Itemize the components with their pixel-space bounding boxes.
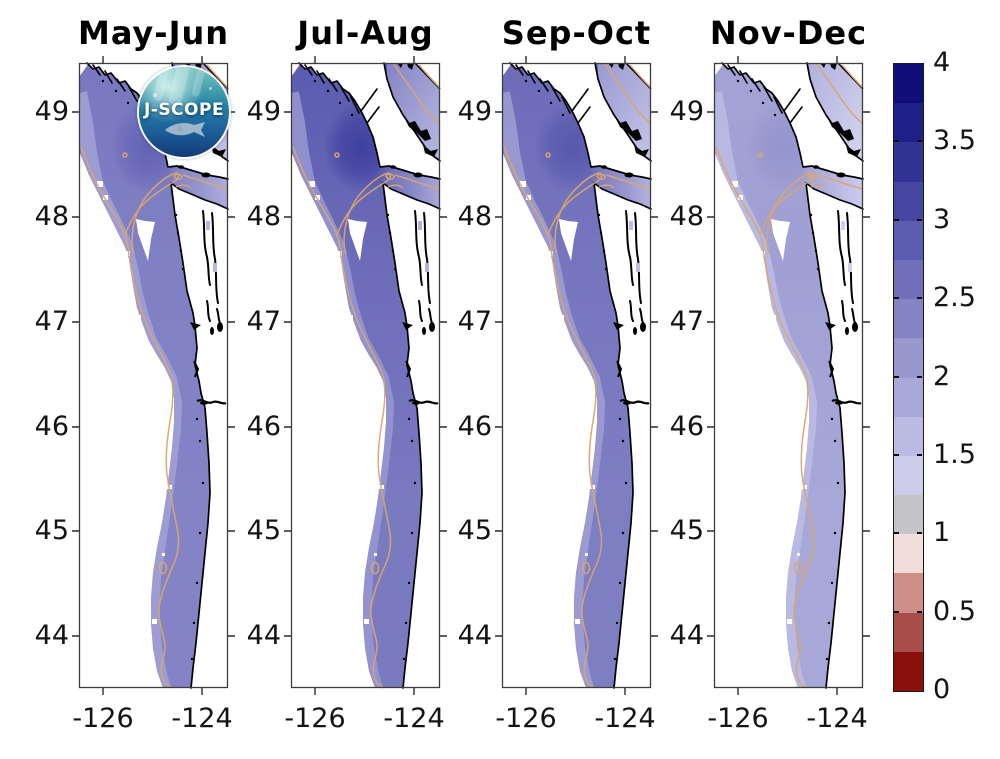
jscope-logo: J-SCOPE [137, 65, 231, 159]
colorbar-tick [894, 532, 899, 535]
lat-tick-label: 44 [669, 620, 704, 651]
colorbar-tick-label: 4 [933, 47, 951, 78]
lat-tick-label: 47 [34, 306, 69, 337]
lat-tick-label: 48 [669, 201, 704, 232]
lat-tick-label: 44 [34, 620, 69, 651]
lat-tick-label: 45 [246, 515, 281, 546]
map-canvas [707, 56, 870, 695]
colorbar-tick [917, 297, 922, 300]
lon-tick-label: -126 [72, 703, 134, 734]
fish-icon [165, 122, 205, 137]
colorbar-tick-label: 1.5 [933, 438, 976, 470]
panel-title: Nov-Dec [709, 14, 868, 52]
lon-tick-label: -124 [594, 703, 656, 734]
colorbar-tick [917, 610, 922, 613]
lat-tick-label: 45 [669, 515, 704, 546]
colorbar-tick [917, 140, 922, 143]
colorbar-segment [894, 612, 923, 652]
lat-tick-label: 46 [246, 411, 281, 442]
lat-tick-label: 49 [246, 96, 281, 127]
colorbar-segment [894, 651, 923, 691]
colorbar-tick-label: 2 [933, 360, 951, 392]
colorbar-tick [894, 610, 899, 613]
jscope-logo-text: J-SCOPE [143, 100, 225, 120]
lon-tick-label: -126 [495, 703, 557, 734]
lon-tick-label: -124 [171, 703, 233, 734]
map-canvas [495, 56, 658, 695]
lon-tick-label: -124 [383, 703, 445, 734]
panel-title: Jul-Aug [297, 14, 434, 52]
lat-tick-label: 46 [457, 411, 492, 442]
lat-tick-label: 49 [457, 96, 492, 127]
colorbar-segment [894, 259, 923, 300]
lat-tick-label: 46 [34, 411, 69, 442]
logo-ocean-background [139, 67, 229, 157]
colorbar-tick-label: 3.5 [933, 125, 976, 157]
lat-tick-label: 49 [34, 96, 69, 127]
colorbar-segment [894, 534, 923, 574]
lon-tick-label: -126 [707, 703, 769, 734]
colorbar-tick-label: 0 [933, 674, 951, 705]
colorbar-segment [894, 416, 923, 456]
colorbar-segment [894, 220, 923, 260]
bubble-icon [209, 87, 212, 90]
colorbar-tick [917, 218, 922, 221]
colorbar-segment [894, 64, 923, 104]
colorbar-tick [917, 453, 922, 456]
colorbar-tick-label: 3 [933, 203, 951, 235]
lat-tick-label: 47 [246, 306, 281, 337]
lat-tick-label: 48 [34, 201, 69, 232]
colorbar-segment [894, 299, 923, 339]
colorbar [893, 63, 924, 692]
lon-tick-label: -124 [806, 703, 868, 734]
colorbar-tick [894, 140, 899, 143]
colorbar-tick [917, 532, 922, 535]
lat-tick-label: 44 [246, 620, 281, 651]
colorbar-segment [894, 103, 923, 143]
colorbar-tick [894, 218, 899, 221]
lat-tick-label: 48 [457, 201, 492, 232]
colorbar-segment [894, 495, 923, 535]
lat-tick-label: 47 [669, 306, 704, 337]
colorbar-segment [894, 142, 923, 182]
colorbar-tick-label: 0.5 [933, 595, 976, 627]
colorbar-tick [917, 375, 922, 378]
colorbar-tick [894, 297, 899, 300]
colorbar-tick [894, 375, 899, 378]
lat-tick-label: 49 [669, 96, 704, 127]
map-canvas [284, 56, 447, 695]
lat-tick-label: 44 [457, 620, 492, 651]
bubble-icon [153, 93, 157, 97]
lat-tick-label: 48 [246, 201, 281, 232]
colorbar-tick [894, 453, 899, 456]
colorbar-segment [894, 181, 923, 221]
colorbar-tick-label: 1 [933, 517, 951, 549]
colorbar-segment [894, 455, 923, 496]
colorbar-segment [894, 573, 923, 613]
colorbar-segment [894, 377, 923, 417]
lat-tick-label: 45 [457, 515, 492, 546]
lat-tick-label: 46 [669, 411, 704, 442]
colorbar-tick-label: 2.5 [933, 282, 976, 314]
lat-tick-label: 47 [457, 306, 492, 337]
lat-tick-label: 45 [34, 515, 69, 546]
panel-title: May-Jun [77, 14, 230, 52]
panel-title: Sep-Oct [501, 14, 652, 52]
lon-tick-label: -126 [284, 703, 346, 734]
colorbar-segment [894, 338, 923, 378]
